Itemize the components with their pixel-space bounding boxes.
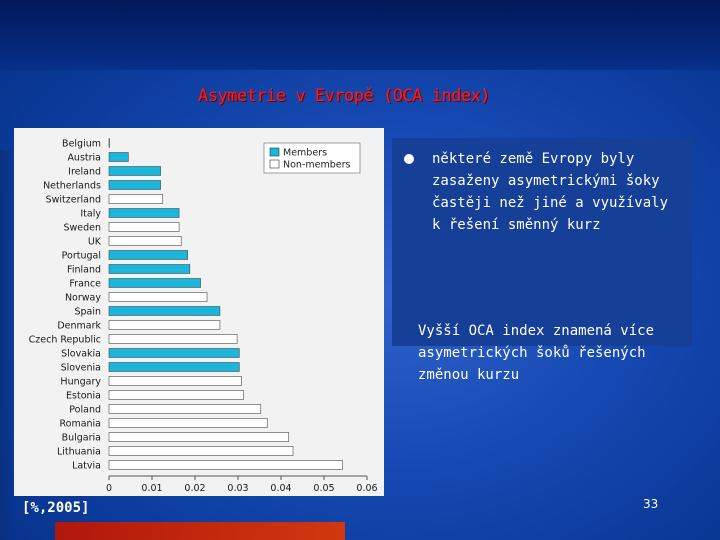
x-tick-label: 0.06 bbox=[356, 483, 377, 494]
category-label: UK bbox=[88, 237, 102, 248]
legend-label-non-members: Non-members bbox=[283, 160, 351, 171]
bar bbox=[108, 152, 129, 162]
category-label: Italy bbox=[80, 209, 101, 220]
bar bbox=[108, 306, 221, 316]
category-label: Norway bbox=[65, 293, 101, 304]
category-label: Czech Republic bbox=[29, 335, 101, 346]
bar bbox=[108, 432, 290, 442]
bar bbox=[108, 180, 161, 190]
slide-title: Asymetrie v Evropě (OCA index) bbox=[198, 86, 491, 106]
bar bbox=[108, 460, 343, 470]
x-tick-label: 0 bbox=[106, 483, 112, 494]
bar bbox=[108, 446, 294, 456]
category-label: Latvia bbox=[72, 461, 101, 472]
category-label: Romania bbox=[59, 419, 101, 430]
x-tick-labels: 0 0.01 0.02 0.03 0.04 0.05 0.06 bbox=[106, 476, 378, 494]
bar bbox=[108, 138, 110, 148]
category-label: Bulgaria bbox=[62, 433, 101, 444]
oca-note: Vyšší OCA index znamená více asymetrický… bbox=[418, 323, 655, 383]
bar bbox=[108, 292, 208, 302]
bar bbox=[108, 236, 182, 246]
source-year-label: [%,2005] bbox=[22, 500, 90, 516]
slide-left-edge bbox=[0, 150, 14, 540]
bar bbox=[108, 334, 238, 344]
category-label: Slovakia bbox=[61, 349, 101, 360]
bar bbox=[108, 264, 191, 274]
x-tick-label: 0.03 bbox=[227, 483, 248, 494]
category-label: Netherlands bbox=[43, 181, 101, 192]
slide-top-band bbox=[0, 0, 720, 70]
legend-label-members: Members bbox=[283, 148, 327, 159]
bar-marks bbox=[108, 138, 343, 470]
bar bbox=[108, 250, 188, 260]
bar bbox=[108, 222, 180, 232]
bar bbox=[108, 348, 240, 358]
bullet-box: některé země Evropy byly zasaženy asymet… bbox=[392, 138, 692, 346]
category-label: Finland bbox=[67, 265, 101, 276]
bar bbox=[108, 208, 180, 218]
category-label: Denmark bbox=[57, 321, 101, 332]
x-tick-label: 0.02 bbox=[184, 483, 205, 494]
bar bbox=[108, 390, 244, 400]
category-label: Slovenia bbox=[61, 363, 101, 374]
bar bbox=[108, 320, 221, 330]
category-label: Belgium bbox=[62, 139, 101, 150]
bar bbox=[108, 194, 164, 204]
category-label: Ireland bbox=[68, 167, 101, 178]
bullet-text: některé země Evropy byly zasaženy asymet… bbox=[432, 151, 669, 233]
legend-box bbox=[263, 142, 361, 174]
category-label: Estonia bbox=[66, 391, 101, 402]
slide-bottom-bar bbox=[55, 522, 345, 540]
category-label: Spain bbox=[74, 307, 101, 318]
category-label: Portugal bbox=[62, 251, 101, 262]
category-label: Sweden bbox=[63, 223, 101, 234]
bar bbox=[108, 418, 268, 428]
oca-index-chart: Belgium Austria Ireland Netherlands Switzerl… bbox=[14, 128, 384, 496]
bar bbox=[108, 278, 201, 288]
oca-chart-svg: Belgium Austria Ireland Netherlands Switzerl… bbox=[29, 138, 378, 494]
bar bbox=[108, 166, 161, 176]
category-label: Hungary bbox=[60, 377, 101, 388]
category-label: Austria bbox=[67, 153, 101, 164]
bar bbox=[108, 404, 262, 414]
x-tick-label: 0.01 bbox=[141, 483, 162, 494]
legend-swatch-non-members bbox=[269, 159, 280, 169]
category-label: Switzerland bbox=[46, 195, 101, 206]
legend-swatch-members bbox=[269, 147, 280, 157]
page-number: 33 bbox=[643, 497, 659, 511]
bar bbox=[108, 376, 242, 386]
x-tick-label: 0.04 bbox=[270, 483, 291, 494]
chart-legend: Members Non-members bbox=[263, 142, 361, 174]
category-label: France bbox=[69, 279, 101, 290]
x-tick-label: 0.05 bbox=[313, 483, 334, 494]
category-labels: Belgium Austria Ireland Netherlands Switzerl… bbox=[29, 139, 102, 472]
bar bbox=[108, 362, 240, 372]
bullet-dot-icon bbox=[404, 154, 414, 164]
category-label: Poland bbox=[69, 405, 101, 416]
category-label: Lithuania bbox=[57, 447, 101, 458]
